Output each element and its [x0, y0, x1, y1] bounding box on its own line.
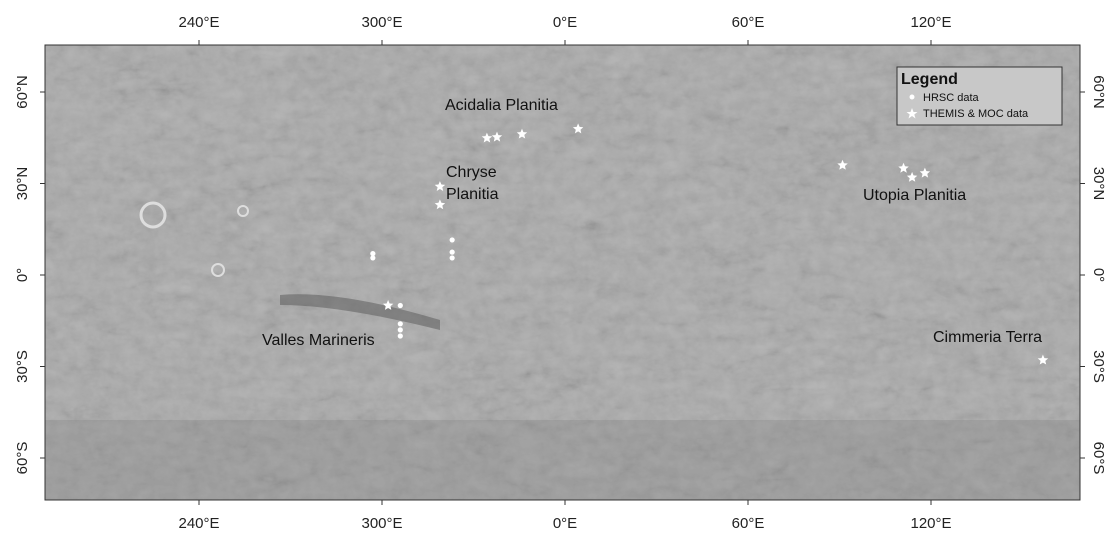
- y-tick-label: 60°S: [14, 442, 31, 475]
- hrsc-point: [450, 255, 455, 260]
- y-tick-label: 30°N: [14, 167, 31, 201]
- region-label: Utopia Planitia: [863, 187, 966, 204]
- x-tick-label: 300°E: [361, 14, 402, 31]
- y-tick-label: 0°: [14, 268, 31, 282]
- legend-entry: HRSC data: [923, 92, 980, 104]
- x-tick-label: 120°E: [910, 14, 951, 31]
- x-tick-label: 60°E: [732, 14, 765, 31]
- region-label: Acidalia Planitia: [445, 97, 558, 114]
- hrsc-point: [398, 327, 403, 332]
- hrsc-point: [450, 237, 455, 242]
- x-tick-label: 300°E: [361, 515, 402, 532]
- y-tick-label: 30°N: [1090, 167, 1107, 201]
- y-tick-label: 0°: [1090, 268, 1107, 282]
- x-tick-label: 0°E: [553, 14, 577, 31]
- x-tick-label: 240°E: [178, 14, 219, 31]
- region-label: Chryse: [446, 164, 497, 181]
- y-tick-label: 60°S: [1090, 442, 1107, 475]
- y-tick-label: 60°N: [1090, 75, 1107, 109]
- legend-dot: [910, 95, 915, 100]
- y-tick-label: 60°N: [14, 75, 31, 109]
- hrsc-point: [370, 255, 375, 260]
- x-tick-label: 60°E: [732, 515, 765, 532]
- region-label: Cimmeria Terra: [933, 329, 1042, 346]
- x-tick-label: 0°E: [553, 515, 577, 532]
- legend-title: Legend: [901, 71, 958, 88]
- map-figure: Acidalia Planitia Chryse Planitia Utopia…: [0, 0, 1115, 542]
- y-tick-label: 30°S: [1090, 350, 1107, 383]
- region-label: Valles Marineris: [262, 332, 375, 349]
- legend: Legend HRSC data THEMIS & MOC data: [897, 67, 1062, 125]
- hrsc-point: [398, 321, 403, 326]
- hrsc-point: [398, 333, 403, 338]
- hrsc-point: [450, 250, 455, 255]
- y-tick-label: 30°S: [14, 350, 31, 383]
- page: {"map": { "x_ticks": [ {"value": -120, "…: [0, 0, 1115, 547]
- x-tick-label: 240°E: [178, 515, 219, 532]
- hrsc-point: [398, 303, 403, 308]
- x-tick-label: 120°E: [910, 515, 951, 532]
- region-label: Planitia: [446, 186, 499, 203]
- legend-entry: THEMIS & MOC data: [923, 108, 1029, 120]
